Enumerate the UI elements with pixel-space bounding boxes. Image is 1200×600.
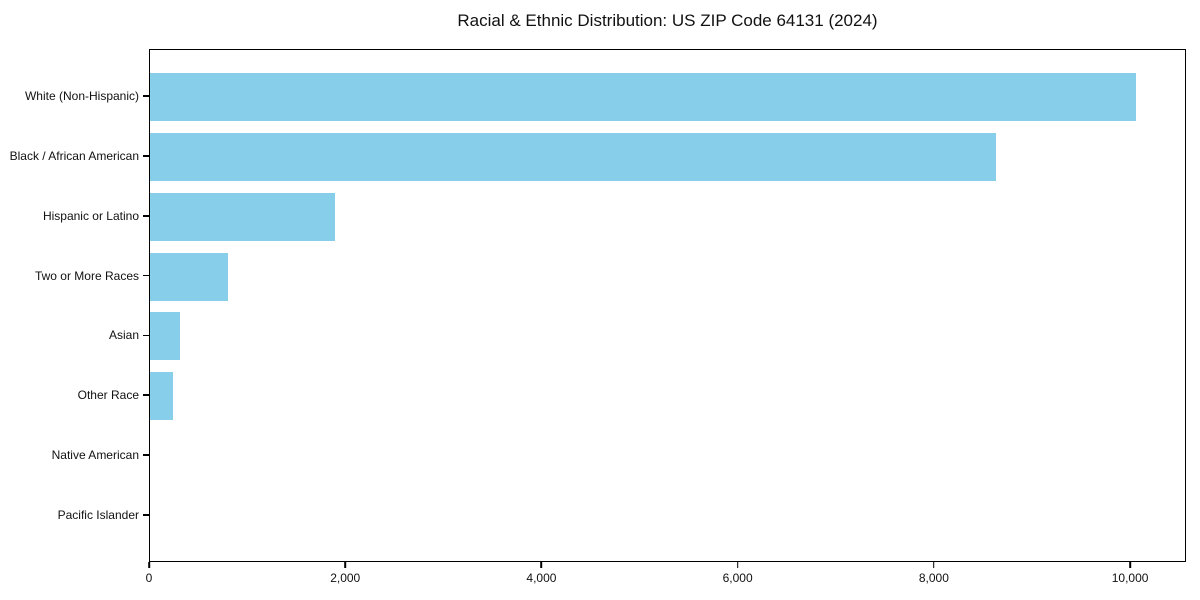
y-tick-mark: [143, 274, 149, 277]
bar-hispanic-or-latino: [150, 192, 336, 241]
y-label-row: Pacific Islander: [58, 505, 149, 525]
y-tick-mark: [143, 454, 149, 456]
y-tick-label: Native American: [51, 447, 139, 462]
y-label-row: Two or More Races: [35, 266, 149, 286]
x-tick-label: 4,000: [526, 571, 557, 585]
y-label-row: Other Race: [78, 385, 149, 405]
bar-two-or-more-races: [150, 252, 228, 301]
y-tick-label: Two or More Races: [34, 268, 139, 283]
y-label-row: Black / African American: [10, 146, 149, 166]
x-tick-mark: [148, 562, 150, 568]
x-tick-mark: [736, 562, 739, 568]
bar-white-non-hispanic: [150, 73, 1137, 122]
chart-title: Racial & Ethnic Distribution: US ZIP Cod…: [457, 11, 878, 30]
bar-black-african-american: [150, 133, 997, 182]
y-tick-label: White (Non-Hispanic): [24, 89, 139, 104]
x-axis: 0 2,000 4,000 6,000 8,000 10,000: [145, 562, 1186, 600]
y-tick-label: Other Race: [77, 388, 139, 403]
x-tick-label: 10,000: [1111, 571, 1149, 585]
bar-other-race: [150, 372, 173, 421]
y-tick-mark: [143, 513, 149, 516]
y-tick-mark: [143, 334, 149, 337]
y-label-row: White (Non-Hispanic): [25, 86, 149, 106]
y-tick-mark: [143, 215, 149, 217]
y-tick-label: Pacific Islander: [57, 507, 139, 522]
plot-area: [149, 49, 1186, 562]
bar-asian: [150, 312, 180, 361]
y-tick-label: Hispanic or Latino: [42, 208, 139, 223]
x-tick-mark: [540, 562, 543, 568]
y-label-row: Asian: [109, 325, 149, 345]
y-tick-label: Asian: [108, 328, 139, 343]
y-tick-mark: [143, 155, 149, 157]
y-label-row: Hispanic or Latino: [43, 206, 149, 226]
y-tick-label: Black / African American: [9, 149, 139, 164]
y-tick-mark: [143, 95, 149, 98]
x-tick-mark: [933, 562, 935, 568]
x-tick-mark: [344, 562, 346, 568]
x-tick-label: 0: [145, 571, 153, 585]
x-tick-label: 2,000: [330, 571, 361, 585]
y-tick-mark: [143, 394, 149, 396]
x-tick-label: 6,000: [722, 571, 753, 585]
y-label-row: Native American: [52, 445, 149, 465]
x-tick-label: 8,000: [918, 571, 949, 585]
y-axis-labels: White (Non-Hispanic) Black / African Amer…: [0, 49, 149, 562]
x-tick-mark: [1129, 562, 1131, 568]
